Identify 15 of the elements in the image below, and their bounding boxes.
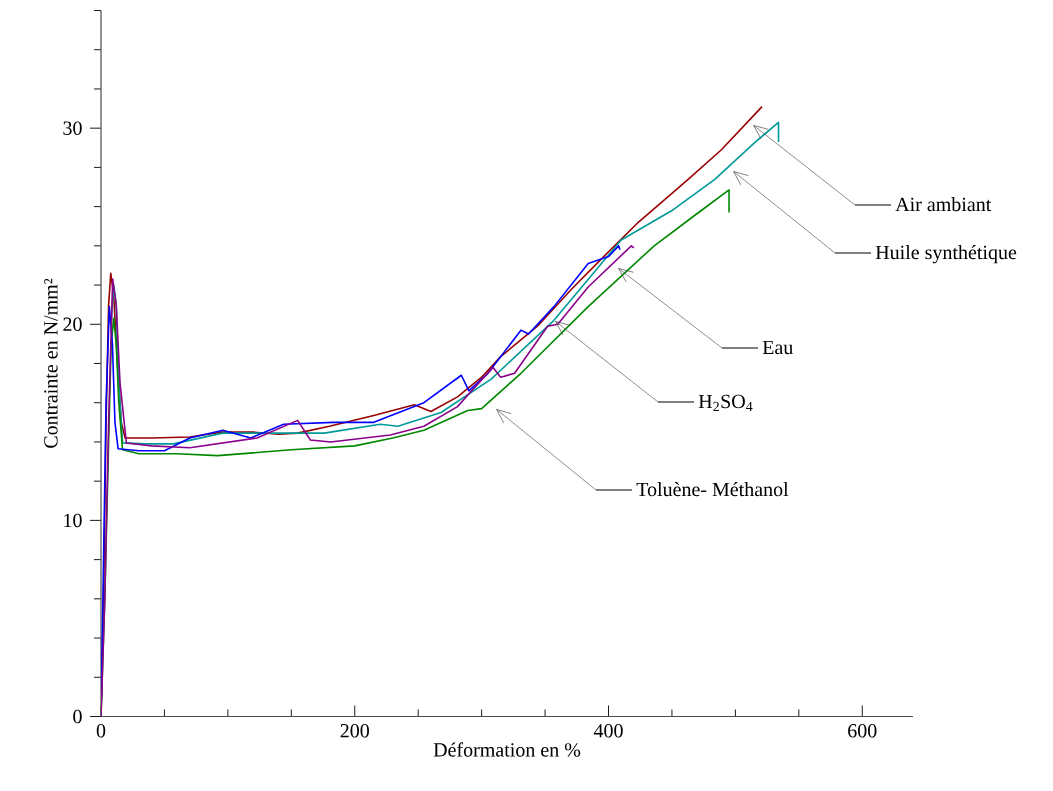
y-tick-label: 30 — [63, 121, 82, 135]
y-tick-label: 20 — [63, 317, 82, 332]
x-tick-label: 600 — [848, 724, 877, 738]
annotation: Eau — [762, 340, 793, 355]
x-tick-label: 200 — [340, 724, 369, 738]
y-axis-title: Contrainte en N/mm² — [44, 278, 58, 448]
y-tick-label: 0 — [73, 709, 82, 724]
annotation: H$_{2}$SO$_{4}$ — [698, 394, 753, 412]
x-axis-title: Déformation en % — [433, 742, 581, 757]
x-tick-label: 400 — [593, 724, 623, 738]
x-tick-label: 0 — [96, 724, 106, 738]
annotation: Toluène- Méthanol — [636, 482, 789, 497]
annotation: Air ambiant — [895, 197, 992, 212]
annotation: Huile synthétique — [875, 245, 1017, 264]
y-tick-label: 10 — [64, 513, 82, 528]
